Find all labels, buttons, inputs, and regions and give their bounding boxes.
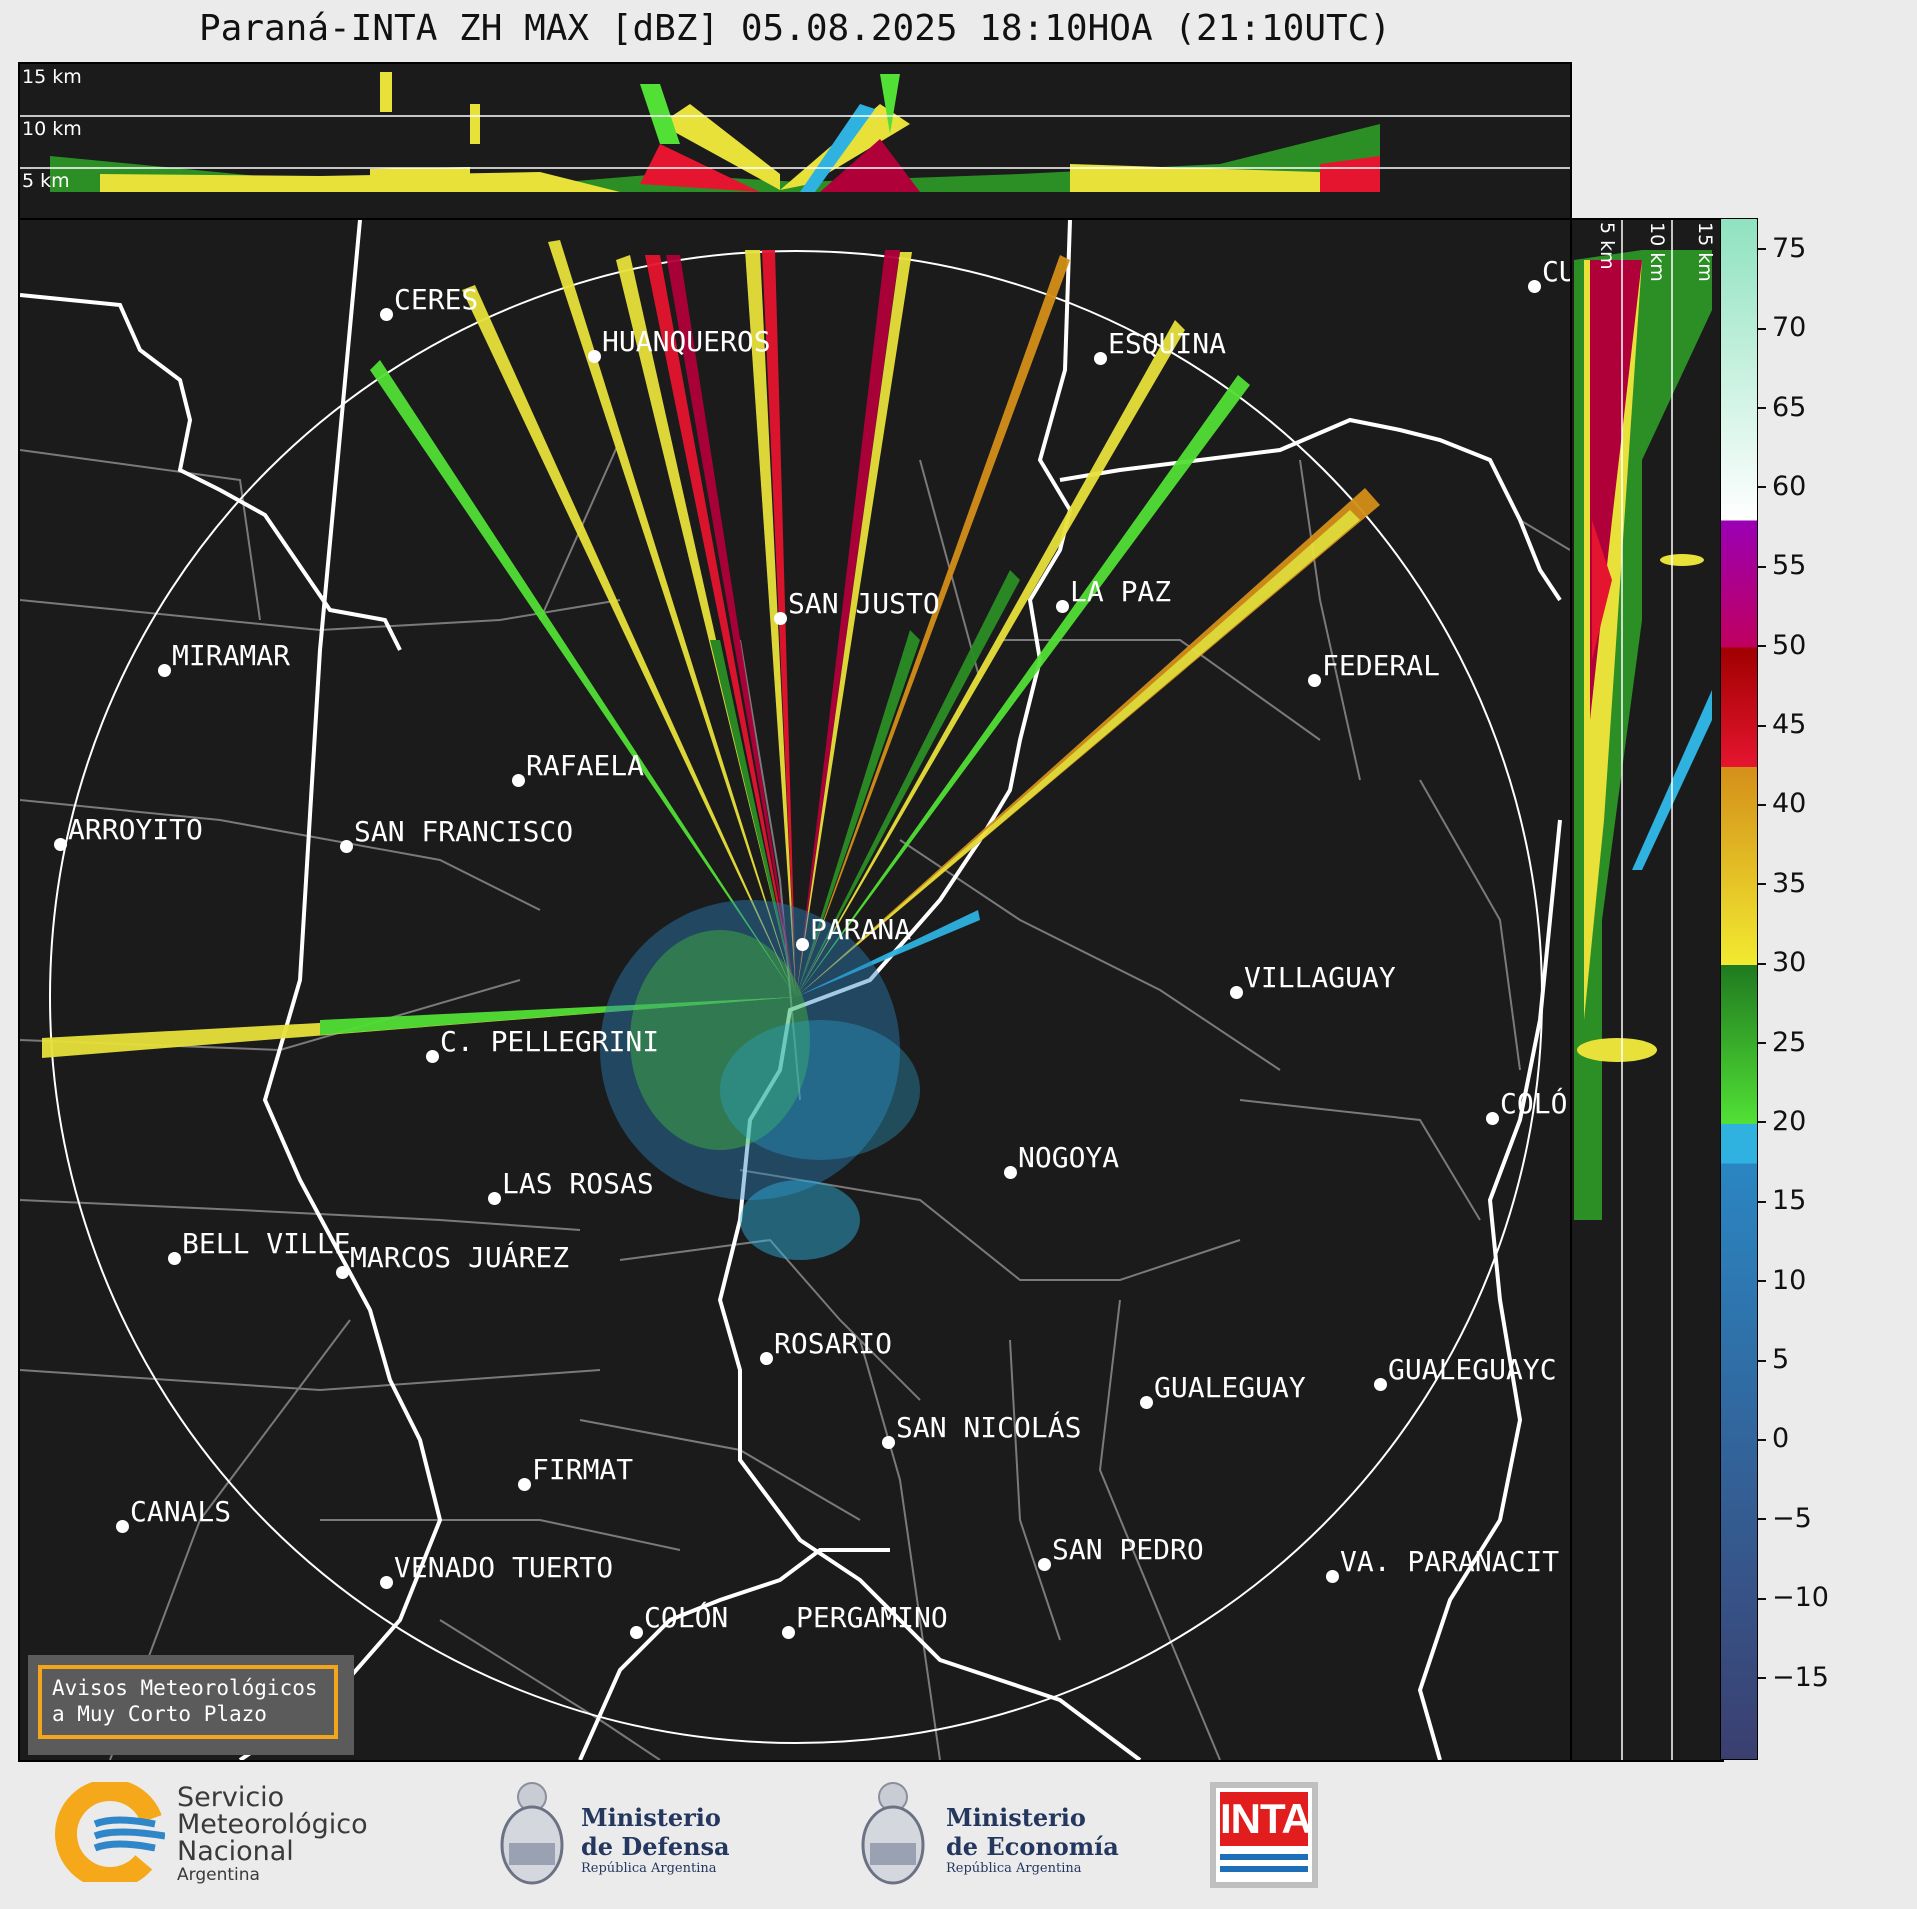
colorbar-tick-label: 0 xyxy=(1758,1423,1789,1454)
inta-stripe xyxy=(1220,1866,1308,1872)
economia-line-2: de Economía xyxy=(946,1832,1119,1861)
colorbar-tick-label: 65 xyxy=(1758,392,1806,423)
city-marcos-juarez: MARCOS JUÁREZ xyxy=(336,1244,569,1279)
city-san-pedro: SAN PEDRO xyxy=(1038,1536,1204,1571)
colorbar-tick-label: 45 xyxy=(1758,709,1806,740)
city-miramar: MIRAMAR xyxy=(158,642,290,677)
side-cross-section-panel: 5 km 10 km 15 km xyxy=(1570,218,1724,1762)
colorbar-tick-label: 50 xyxy=(1758,630,1806,661)
city-c-pellegrini: C. PELLEGRINI xyxy=(426,1028,659,1063)
city-rosario: ROSARIO xyxy=(760,1330,892,1365)
city-san-francisco: SAN FRANCISCO xyxy=(340,818,573,853)
smn-logo: Servicio Meteorológico Nacional Argentin… xyxy=(55,1782,395,1885)
city-las-rosas: LAS ROSAS xyxy=(488,1170,654,1205)
smn-line-1: Servicio xyxy=(177,1782,285,1813)
city-pergamino: PERGAMINO xyxy=(782,1604,948,1639)
top-echoes xyxy=(50,72,1380,192)
city-firmat: FIRMAT xyxy=(518,1456,633,1491)
top-height-label-15: 15 km xyxy=(22,66,82,88)
city-rafaela: RAFAELA xyxy=(512,752,644,787)
economia-logo: Ministerio de Economía República Argenti… xyxy=(856,1775,1136,1895)
top-cross-section-panel: 15 km 10 km 5 km xyxy=(18,62,1572,220)
national-shield-icon xyxy=(861,1782,925,1885)
radar-echoes xyxy=(42,240,1380,1260)
city-villaguay: VILLAGUAY xyxy=(1230,964,1396,999)
colorbar-tick-label: 5 xyxy=(1758,1344,1789,1375)
avisos-line-2: a Muy Corto Plazo xyxy=(52,1702,267,1726)
avisos-frame: Avisos Meteorológicos a Muy Corto Plazo xyxy=(38,1665,338,1739)
city-san-nicolas: SAN NICOLÁS xyxy=(882,1414,1081,1449)
colorbar-tick-label: 60 xyxy=(1758,471,1806,502)
city-bell-ville: BELL VILLE xyxy=(168,1230,351,1265)
range-ring xyxy=(49,250,1543,1744)
side-height-label-10: 10 km xyxy=(1646,222,1668,282)
radar-map-svg xyxy=(20,220,1570,1760)
side-height-label-15: 15 km xyxy=(1694,222,1716,282)
reflectivity-colorbar xyxy=(1720,218,1758,1760)
city-huanqueros: HUANQUEROS xyxy=(588,328,771,363)
colorbar-tick-label: 40 xyxy=(1758,788,1806,819)
defensa-logo: Ministerio de Defensa República Argentin… xyxy=(495,1775,755,1895)
city-gualeguay: GUALEGUAY xyxy=(1140,1374,1306,1409)
colorbar-tick-label: 35 xyxy=(1758,868,1806,899)
colorbar-tick-label: 75 xyxy=(1758,233,1806,264)
city-gualeguaychu: GUALEGUAYC xyxy=(1374,1356,1557,1391)
side-echoes xyxy=(1574,250,1712,1220)
colorbar-tick-label: 30 xyxy=(1758,947,1806,978)
colorbar-tick-label: −10 xyxy=(1758,1582,1829,1613)
avisos-line-1: Avisos Meteorológicos xyxy=(52,1676,318,1700)
radar-map-panel[interactable]: CERES HUANQUEROS ESQUINA CU SAN JUSTO LA… xyxy=(18,218,1572,1762)
defensa-line-2: de Defensa xyxy=(581,1832,730,1861)
city-federal: FEDERAL xyxy=(1308,652,1440,687)
city-nogoya: NOGOYA xyxy=(1004,1144,1119,1179)
colorbar-tick-label: −15 xyxy=(1758,1662,1829,1693)
colorbar-tick-label: 20 xyxy=(1758,1106,1806,1137)
smn-line-4: Argentina xyxy=(177,1865,260,1885)
inta-logo: INTA xyxy=(1210,1782,1318,1888)
city-ceres: CERES xyxy=(380,286,478,321)
city-parana: PARANA xyxy=(796,916,911,951)
top-height-label-10: 10 km xyxy=(22,118,82,140)
avisos-banner[interactable]: Avisos Meteorológicos a Muy Corto Plazo xyxy=(28,1655,354,1755)
colorbar-tick-label: 15 xyxy=(1758,1185,1806,1216)
city-colon: COLÓN xyxy=(630,1604,728,1639)
economia-line-3: República Argentina xyxy=(946,1861,1082,1876)
colorbar-tick-label: −5 xyxy=(1758,1503,1812,1534)
city-san-justo: SAN JUSTO xyxy=(774,590,940,625)
economia-line-1: Ministerio xyxy=(946,1803,1086,1832)
colorbar-tick-label: 10 xyxy=(1758,1265,1806,1296)
national-shield-icon xyxy=(500,1782,564,1885)
smn-emblem-icon xyxy=(55,1782,165,1882)
city-canals: CANALS xyxy=(116,1498,231,1533)
city-va-paranacito: VA. PARANACIT xyxy=(1326,1548,1559,1583)
city-cu: CU xyxy=(1528,258,1570,293)
smn-line-2: Meteorológico xyxy=(177,1809,368,1840)
city-la-paz: LA PAZ xyxy=(1056,578,1171,613)
smn-line-3: Nacional xyxy=(177,1836,294,1867)
colorbar-tick-label: 55 xyxy=(1758,550,1806,581)
city-colo: COLÓ xyxy=(1486,1090,1567,1125)
colorbar-tick-label: 25 xyxy=(1758,1027,1806,1058)
defensa-line-3: República Argentina xyxy=(581,1861,717,1876)
top-height-label-5: 5 km xyxy=(22,170,70,192)
city-arroyito: ARROYITO xyxy=(54,816,203,851)
city-venado-tuerto: VENADO TUERTO xyxy=(380,1554,613,1589)
product-title: Paraná-INTA ZH MAX [dBZ] 05.08.2025 18:1… xyxy=(198,8,1392,49)
top-cross-section-svg xyxy=(20,72,1570,192)
inta-stripe xyxy=(1220,1854,1308,1860)
inta-text: INTA xyxy=(1220,1792,1312,1846)
province-boundaries xyxy=(20,220,1562,1760)
colorbar-tick-label: 70 xyxy=(1758,312,1806,343)
side-height-label-5: 5 km xyxy=(1596,222,1618,270)
side-cross-section-svg xyxy=(1574,220,1712,1760)
city-esquina: ESQUINA xyxy=(1094,330,1226,365)
defensa-line-1: Ministerio xyxy=(581,1803,721,1832)
